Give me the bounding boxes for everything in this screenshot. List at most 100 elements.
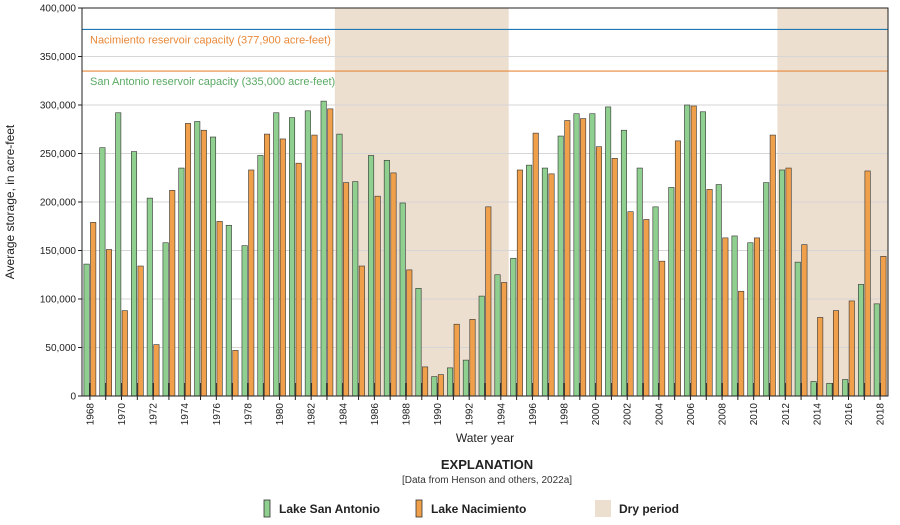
legend-swatch-san-antonio bbox=[263, 499, 271, 518]
x-tick-label: 1980 bbox=[275, 403, 286, 426]
san-antonio-bar-2000 bbox=[589, 113, 596, 397]
san-antonio-bar-2015 bbox=[826, 383, 833, 397]
x-tick-label: 1998 bbox=[560, 403, 571, 426]
nacimiento-bar-1972 bbox=[153, 344, 160, 397]
nacimiento-bar-1991 bbox=[453, 323, 460, 397]
san-antonio-bar-2013 bbox=[794, 261, 801, 397]
x-tick-label: 1994 bbox=[496, 403, 507, 426]
nacimiento-bar-1973 bbox=[169, 190, 176, 397]
x-tick-label: 2014 bbox=[812, 403, 823, 426]
san-antonio-bar-2005 bbox=[668, 187, 675, 397]
san-antonio-bar-1986 bbox=[368, 155, 375, 397]
x-tick-label: 1992 bbox=[465, 403, 476, 426]
nacimiento-bar-1986 bbox=[374, 195, 381, 397]
nacimiento-bar-2007 bbox=[706, 189, 713, 397]
x-tick-label: 2010 bbox=[749, 403, 760, 426]
san-antonio-bar-1978 bbox=[241, 245, 248, 397]
nacimiento-bar-1982 bbox=[311, 134, 318, 397]
san-antonio-bar-2008 bbox=[715, 184, 722, 397]
x-tick-label: 1976 bbox=[212, 403, 223, 426]
san-antonio-bar-1987 bbox=[383, 159, 390, 397]
x-tick-label: 1988 bbox=[401, 403, 412, 426]
nacimiento-bar-1971 bbox=[137, 265, 144, 397]
san-antonio-bar-1968 bbox=[83, 263, 90, 397]
nacimiento-bar-2016 bbox=[848, 300, 855, 397]
y-tick-label: 100,000 bbox=[40, 295, 77, 306]
legend-swatch-dry-period bbox=[595, 500, 611, 517]
y-tick-label: 200,000 bbox=[40, 198, 77, 209]
y-tick-label: 50,000 bbox=[45, 343, 76, 354]
san-antonio-bar-2002 bbox=[620, 129, 627, 397]
san-antonio-bar-1992 bbox=[462, 359, 469, 397]
san-antonio-bar-1976 bbox=[210, 136, 217, 397]
x-tick-label: 2002 bbox=[623, 403, 634, 426]
san-antonio-bar-1995 bbox=[510, 257, 517, 397]
nacimiento-bar-2002 bbox=[627, 211, 634, 397]
legend-title: EXPLANATION bbox=[441, 457, 533, 472]
nacimiento-bar-1997 bbox=[548, 173, 555, 397]
y-tick-label: 400,000 bbox=[40, 4, 77, 15]
y-tick-label: 350,000 bbox=[40, 52, 77, 63]
x-tick-label: 1972 bbox=[149, 403, 160, 426]
nacimiento-bar-1974 bbox=[185, 123, 192, 397]
grid-layer bbox=[82, 56, 888, 348]
nacimiento-bar-1983 bbox=[327, 108, 334, 397]
x-tick-label: 1986 bbox=[370, 403, 381, 426]
legend: Lake San Antonio Lake Nacimiento Dry perio… bbox=[263, 499, 679, 518]
nacimiento-bar-2011 bbox=[769, 134, 776, 397]
nacimiento-bar-1975 bbox=[200, 129, 207, 397]
san-antonio-bar-1994 bbox=[494, 274, 501, 397]
y-tick-label: 300,000 bbox=[40, 101, 77, 112]
san-antonio-bar-2007 bbox=[699, 111, 706, 397]
nacimiento-bar-2018 bbox=[880, 256, 887, 397]
nacimiento-bar-2001 bbox=[611, 158, 618, 397]
san-antonio-bar-1989 bbox=[415, 288, 422, 397]
san-antonio-bar-1996 bbox=[526, 164, 533, 397]
san-antonio-bar-2017 bbox=[857, 284, 864, 397]
axes-layer: 0 50,000 100,000 150,000 200,000 250,000 300,0… bbox=[40, 4, 889, 426]
y-axis-title: Average storage, in acre-feet bbox=[3, 124, 17, 279]
nacimiento-bar-1998 bbox=[564, 120, 571, 397]
nacimiento-bar-2010 bbox=[753, 237, 760, 397]
x-axis-title: Water year bbox=[456, 431, 514, 445]
nacimiento-bar-2017 bbox=[864, 170, 871, 397]
san-antonio-bar-2014 bbox=[810, 381, 817, 397]
san-antonio-bar-2016 bbox=[842, 379, 849, 397]
reference-lines-layer: Nacimiento reservoir capacity (377,900 a… bbox=[82, 28, 888, 88]
x-tick-label: 2008 bbox=[718, 403, 729, 426]
x-tick-label: 1982 bbox=[307, 403, 318, 426]
legend-swatch-nacimiento bbox=[415, 499, 423, 518]
nacimiento-bar-2000 bbox=[595, 146, 602, 397]
nacimiento-bar-1994 bbox=[501, 282, 508, 397]
capacity-label-2: San Antonio reservoir capacity (335,000 … bbox=[90, 76, 335, 88]
nacimiento-bar-2013 bbox=[801, 244, 808, 397]
san-antonio-bar-1980 bbox=[273, 112, 280, 397]
nacimiento-bar-1989 bbox=[422, 366, 429, 397]
x-tick-label: 1984 bbox=[338, 403, 349, 426]
san-antonio-bar-1973 bbox=[162, 242, 169, 397]
san-antonio-bar-2011 bbox=[763, 182, 770, 397]
nacimiento-bar-1999 bbox=[580, 118, 587, 397]
x-tick-label: 2004 bbox=[654, 403, 665, 426]
nacimiento-bar-2014 bbox=[817, 317, 824, 397]
san-antonio-bar-1979 bbox=[257, 155, 264, 397]
san-antonio-bar-1983 bbox=[320, 100, 327, 397]
san-antonio-bar-2012 bbox=[778, 169, 785, 397]
nacimiento-bar-1988 bbox=[406, 269, 413, 397]
legend-label-san-antonio: Lake San Antonio bbox=[279, 502, 380, 516]
san-antonio-bar-1993 bbox=[478, 295, 485, 397]
nacimiento-bar-1996 bbox=[532, 132, 539, 397]
san-antonio-bar-1999 bbox=[573, 113, 580, 397]
san-antonio-bar-1984 bbox=[336, 133, 343, 397]
nacimiento-bar-1993 bbox=[485, 206, 492, 397]
nacimiento-bar-1995 bbox=[516, 169, 523, 397]
nacimiento-bar-2004 bbox=[659, 260, 666, 397]
legend-label-dry-period: Dry period bbox=[619, 502, 679, 516]
x-tick-label: 2018 bbox=[876, 403, 887, 426]
san-antonio-bar-1988 bbox=[399, 202, 406, 397]
nacimiento-bar-1970 bbox=[121, 310, 128, 397]
san-antonio-bar-2010 bbox=[747, 242, 754, 397]
y-tick-label: 250,000 bbox=[40, 149, 77, 160]
nacimiento-bar-2012 bbox=[785, 167, 792, 397]
